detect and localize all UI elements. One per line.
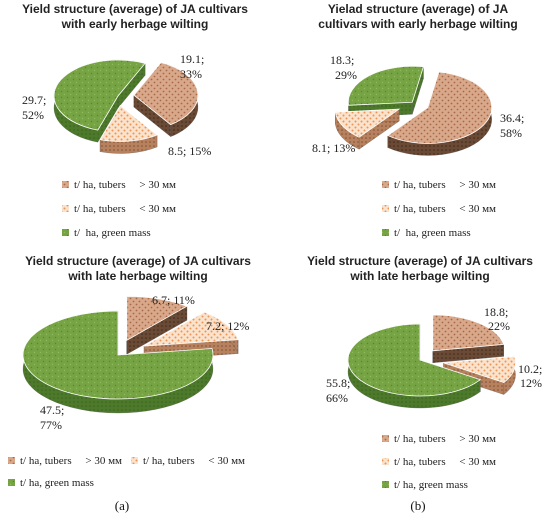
legend-entry: t/ ha, tubers < 30 мм	[394, 203, 496, 215]
legend-entry: t/ ha, tubers > 30 мм	[394, 433, 496, 445]
chart-title-line-1: Yield structure (average) of JA cultivar…	[25, 254, 251, 268]
legend-swatch	[382, 481, 389, 488]
pie-slices	[22, 295, 239, 414]
data-label-line: 29.7;	[22, 93, 46, 107]
data-label: 19.1; 33%	[180, 52, 204, 81]
chart-title-line-2: with late herbage wilting	[349, 269, 489, 283]
legend-entry: t/ ha, tubers < 30 мм	[394, 456, 496, 468]
pie-slices	[53, 59, 199, 154]
legend-entry: t/ ha, tubers > 30 мм	[20, 455, 122, 467]
data-label-line: 12%	[520, 376, 542, 390]
data-label-line: 19.1;	[180, 52, 204, 66]
legend-swatch	[8, 479, 15, 486]
panel-label-a: (a)	[115, 498, 129, 513]
pie-slices	[334, 65, 493, 156]
pie-slice-tubers-large	[386, 71, 493, 156]
legend-swatch	[382, 181, 389, 188]
chart-title-line-1: Yield structure (average) of JA cultivar…	[307, 254, 533, 268]
legend-swatch	[131, 457, 138, 464]
legend: t/ ha, tubers > 30 мм t/ ha, tubers < 30…	[62, 179, 176, 239]
chart-title-line-2: with early herbage wilting	[61, 17, 209, 31]
panel-label-b: (b)	[410, 498, 425, 513]
chart-title-line-1: Yield structure (average) of JA cultivar…	[22, 2, 248, 16]
pie-slice-tubers-small	[334, 108, 401, 150]
pie-chart-early-wilting-a: Yield structure (average) of JA cultivar…	[22, 2, 248, 239]
data-label-line: 52%	[22, 108, 44, 122]
chart-title-line-1: Yielad structure (average) of JA	[328, 2, 509, 16]
pie-slice-tubers-small	[99, 104, 158, 154]
data-label: 55.8; 66%	[326, 376, 350, 405]
data-label-line: 18.3;	[330, 53, 354, 67]
data-label: 36.4; 58%	[500, 111, 524, 140]
data-label-line: 55.8;	[326, 376, 350, 390]
data-label: 10.2; 12%	[518, 362, 542, 390]
legend-swatch	[382, 229, 389, 236]
legend-entry: t/ ha, tubers < 30 мм	[143, 455, 245, 467]
legend-swatch	[382, 435, 389, 442]
legend-swatch	[62, 205, 69, 212]
legend-swatch	[62, 229, 69, 236]
data-label-line: 18.8;	[484, 305, 508, 319]
legend-entry: t/ ha, tubers > 30 мм	[74, 179, 176, 191]
legend: t/ ha, tubers > 30 мм t/ ha, tubers < 30…	[8, 455, 245, 489]
data-label: 29.7; 52%	[22, 93, 46, 122]
data-label-line: 29%	[335, 68, 357, 82]
legend-entry: t/ ha, green mass	[394, 227, 471, 239]
data-label: 47.5; 77%	[40, 403, 64, 432]
data-label: 8.5; 15%	[168, 144, 211, 158]
data-label-line: 66%	[326, 391, 348, 405]
pie-chart-early-wilting-b: Yielad structure (average) of JA cultiva…	[312, 2, 524, 239]
pie-slice-tubers-large	[432, 314, 505, 363]
data-label-line: 33%	[180, 67, 202, 81]
legend-entry: t/ ha, tubers < 30 мм	[74, 203, 176, 215]
pie-slice-tubers-large	[133, 62, 199, 137]
data-label: 7.2; 12%	[206, 319, 249, 333]
pie-slice-green-mass	[53, 59, 146, 143]
legend: t/ ha, tubers > 30 мм t/ ha, tubers < 30…	[382, 433, 496, 491]
legend-entry: t/ ha, green mass	[20, 477, 94, 489]
legend-swatch	[62, 181, 69, 188]
data-label: 6.7; 11%	[152, 293, 195, 307]
chart-title-line-2: cultivars with early herbage wilting	[318, 17, 517, 31]
legend: t/ ha, tubers > 30 мм t/ ha, tubers < 30…	[382, 179, 496, 239]
data-label-line: 77%	[40, 418, 62, 432]
data-label: 18.8; 22%	[484, 305, 510, 333]
pie-chart-late-wilting-a: Yield structure (average) of JA cultivar…	[8, 254, 251, 489]
legend-entry: t/ ha, green mass	[74, 227, 151, 239]
data-label: 18.3; 29%	[330, 53, 357, 82]
pie-slice-green-mass	[22, 310, 214, 414]
legend-entry: t/ ha, green mass	[394, 479, 468, 491]
data-label-line: 58%	[500, 126, 522, 140]
pie-slice-green-mass	[347, 323, 482, 409]
data-label-line: 22%	[488, 319, 510, 333]
chart-title-line-2: with late herbage wilting	[67, 269, 207, 283]
legend-swatch	[382, 458, 389, 465]
legend-entry: t/ ha, tubers > 30 мм	[394, 179, 496, 191]
pie-slices	[347, 314, 516, 409]
data-label-line: 47.5;	[40, 403, 64, 417]
pie-slice-tubers-large	[126, 295, 188, 355]
data-label: 8.1; 13%	[312, 141, 355, 155]
data-label-line: 36.4;	[500, 111, 524, 125]
data-label-line: 10.2;	[518, 362, 542, 376]
pie-chart-late-wilting-b: Yield structure (average) of JA cultivar…	[307, 254, 542, 491]
legend-swatch	[8, 457, 15, 464]
legend-swatch	[382, 205, 389, 212]
